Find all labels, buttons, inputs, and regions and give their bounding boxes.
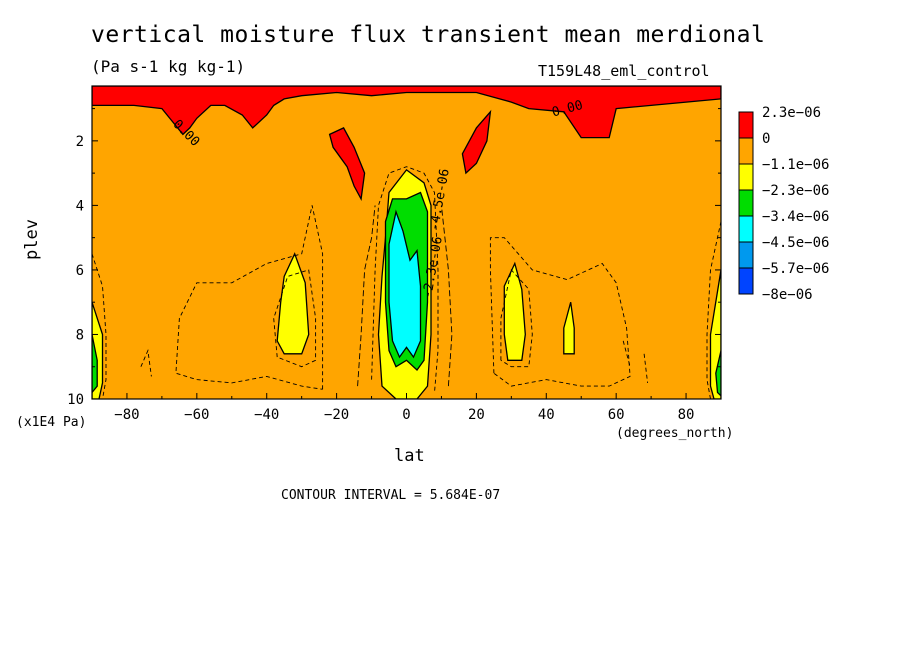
dashed-contour-1: [273, 269, 317, 368]
colorbar-swatch-3: [738, 189, 754, 217]
region-8: [563, 302, 575, 355]
x-axis-label: lat: [394, 446, 425, 466]
filled-regions: [92, 86, 721, 399]
x-tick-label: −40: [254, 407, 279, 423]
region-1: [328, 127, 366, 201]
dashed-contour-0: [175, 205, 324, 390]
x-tick-label: 40: [538, 407, 555, 423]
chart-subtitle: (Pa s-1 kg kg-1): [91, 57, 246, 76]
region-7: [503, 261, 526, 361]
colorbar-swatch-0: [738, 111, 754, 139]
colorbar-label-2: −1.1e−06: [762, 157, 829, 173]
region-6: [276, 252, 310, 355]
dashed-contour-9: [622, 340, 631, 367]
dashed-contour-2: [371, 166, 439, 393]
colorbar: 2.3e−06 0 −1.1e−06 −2.3e−06 −3.4e−06 −4.5e−06…: [738, 105, 829, 303]
colorbar-label-4: −3.4e−06: [762, 209, 829, 225]
dashed-contour-5: [92, 253, 107, 399]
colorbar-swatch-4: [738, 215, 754, 243]
dashed-contour-3: [489, 237, 631, 387]
region-12: [715, 350, 721, 397]
region-2: [461, 109, 492, 175]
dashed-contour-7: [140, 348, 152, 377]
x-tick-label: 0: [402, 407, 410, 423]
run-label: T159L48_eml_control: [538, 62, 710, 80]
dashed-contour-4: [500, 268, 533, 368]
colorbar-swatch-1: [738, 137, 754, 165]
y-tick-label: 4: [76, 198, 84, 214]
x-axis-unit: (degrees_north): [616, 426, 734, 441]
x-tick-label: −60: [184, 407, 209, 423]
chart-title: vertical moisture flux transient mean me…: [91, 22, 766, 48]
x-tick-label: 20: [468, 407, 485, 423]
region-11: [92, 334, 98, 394]
dashed-contour-6: [706, 221, 721, 399]
colorbar-swatch-2: [738, 163, 754, 191]
y-axis-unit: (x1E4 Pa): [16, 415, 87, 430]
colorbar-label-6: −5.7e−06: [762, 261, 829, 277]
colorbar-label-7: −8e−06: [762, 287, 813, 303]
y-ticks: 2 4 6 8 10: [67, 108, 721, 408]
region-5: [388, 209, 422, 359]
x-tick-label: −80: [114, 407, 139, 423]
colorbar-swatch-5: [738, 241, 754, 269]
region-0: [92, 86, 721, 139]
colorbar-label-1: 0: [762, 131, 770, 147]
colorbar-swatch-6: [738, 267, 754, 295]
contour-lines: [92, 166, 721, 399]
x-tick-label: −20: [324, 407, 349, 423]
colorbar-label-0: 2.3e−06: [762, 105, 821, 121]
x-ticks: −80 −60 −40 −20 0 20 40 60 80: [91, 393, 722, 423]
colorbar-label-5: −4.5e−06: [762, 235, 829, 251]
y-tick-label: 2: [76, 134, 84, 150]
y-tick-label: 8: [76, 327, 84, 343]
dashed-contour-8: [643, 353, 649, 383]
x-tick-label: 60: [608, 407, 625, 423]
x-tick-label: 80: [678, 407, 695, 423]
colorbar-label-3: −2.3e−06: [762, 183, 829, 199]
contour-interval: CONTOUR INTERVAL = 5.684E-07: [281, 488, 501, 503]
y-tick-label: 6: [76, 263, 84, 279]
y-tick-label: 10: [67, 392, 84, 408]
